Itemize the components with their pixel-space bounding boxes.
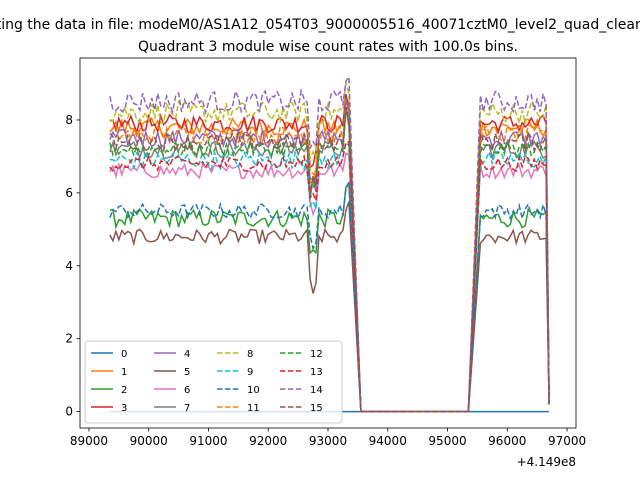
legend-label-13: 13: [310, 367, 323, 378]
x-tick-label: 91000: [189, 434, 227, 448]
legend-box: [84, 340, 343, 424]
legend-label-11: 11: [247, 403, 260, 414]
x-tick-label: 97000: [548, 434, 586, 448]
x-tick-label: 92000: [249, 434, 287, 448]
plot-area: [109, 74, 550, 413]
legend-label-0: 0: [121, 349, 127, 360]
y-tick-label: 4: [65, 259, 73, 273]
legend-label-9: 9: [247, 367, 253, 378]
x-tick-label: 90000: [130, 434, 168, 448]
y-tick-label: 0: [65, 405, 73, 419]
series-line-13: [109, 140, 550, 413]
series-line-14: [109, 74, 550, 413]
y-tick-label: 6: [65, 186, 73, 200]
legend-label-4: 4: [184, 349, 190, 360]
x-tick-label: 95000: [428, 434, 466, 448]
x-tick-label: 94000: [369, 434, 407, 448]
series-line-11: [109, 105, 550, 413]
y-tick-label: 8: [65, 113, 73, 127]
legend-label-14: 14: [310, 385, 323, 396]
x-tick-label: 96000: [488, 434, 526, 448]
suptitle: Plotting the data in file: modeM0/AS1A12…: [0, 17, 640, 33]
series-line-10: [109, 181, 550, 413]
legend-label-2: 2: [121, 385, 127, 396]
series-line-9: [109, 141, 550, 413]
legend-label-1: 1: [121, 367, 127, 378]
legend-label-12: 12: [310, 349, 323, 360]
legend-label-5: 5: [184, 367, 190, 378]
x-offset-label: +4.149e8: [517, 455, 576, 469]
series-line-2: [109, 180, 550, 413]
legend-label-8: 8: [247, 349, 253, 360]
series-line-12: [109, 110, 550, 413]
x-tick-label: 89000: [70, 434, 108, 448]
series-line-3: [109, 93, 550, 413]
series-line-6: [109, 151, 550, 413]
legend-label-6: 6: [184, 385, 190, 396]
series-line-1: [109, 94, 550, 413]
legend-label-3: 3: [121, 403, 127, 414]
chart-title: Quadrant 3 module wise count rates with …: [138, 39, 518, 55]
x-tick-label: 93000: [309, 434, 347, 448]
legend-label-7: 7: [184, 403, 190, 414]
legend-label-10: 10: [247, 385, 260, 396]
y-tick-label: 2: [65, 332, 73, 346]
series-line-5: [109, 201, 550, 413]
series-line-8: [109, 82, 550, 413]
series-line-15: [109, 107, 550, 413]
axes: 89000 90000 91000 92000 93000 94000 95000 96000…: [65, 57, 586, 448]
legend-label-15: 15: [310, 403, 323, 414]
